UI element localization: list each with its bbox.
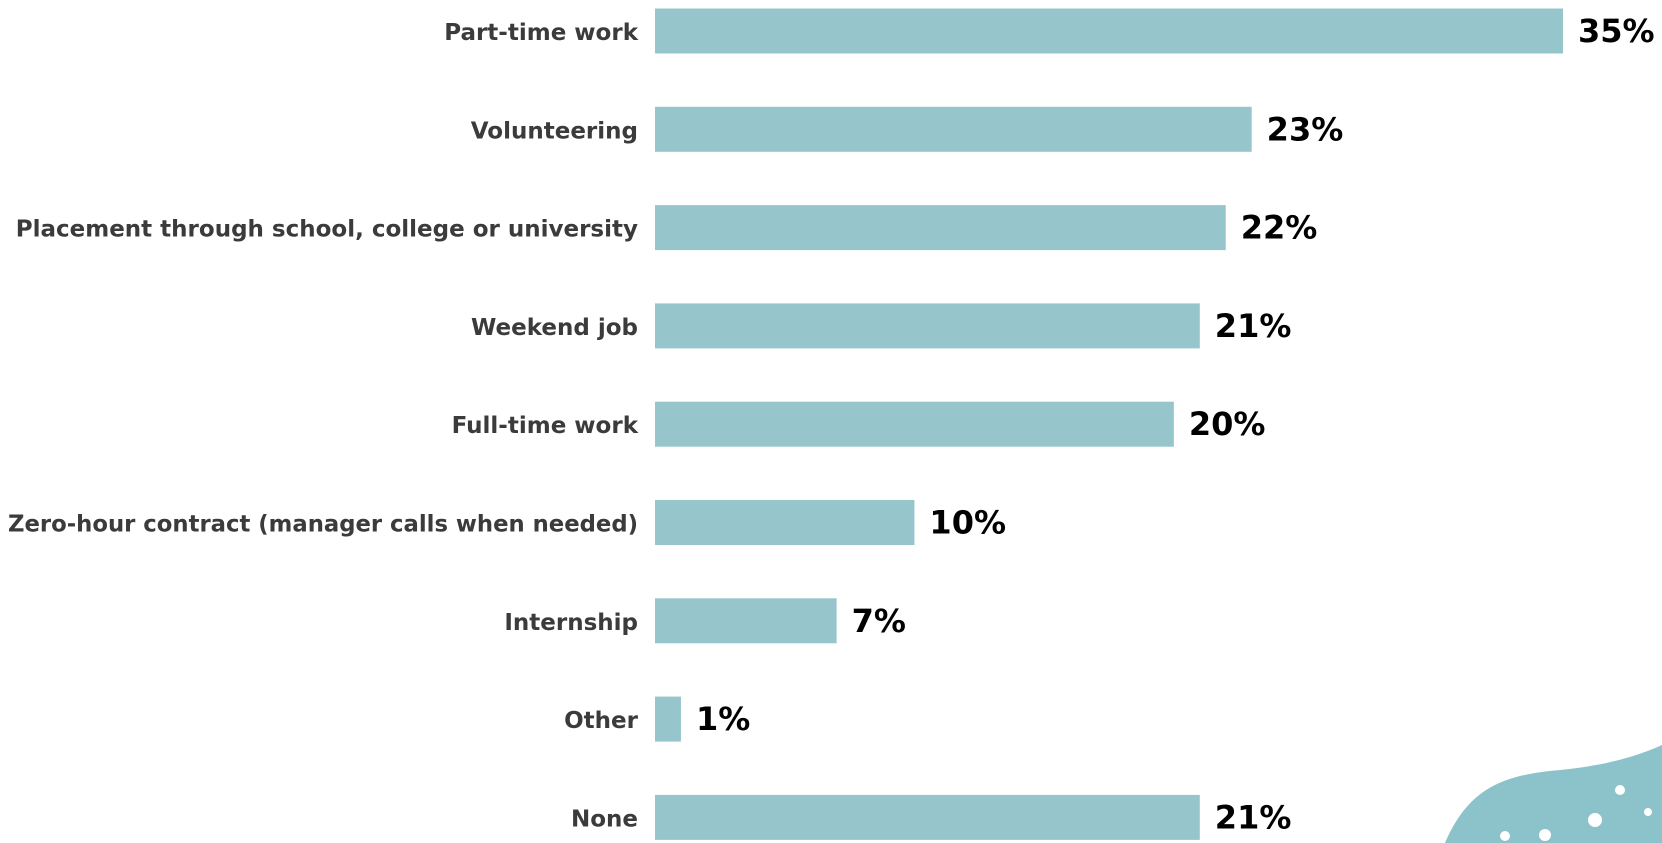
decoration-dot [1644, 808, 1652, 816]
value-label: 7% [852, 602, 906, 640]
value-label: 22% [1241, 209, 1318, 247]
decoration-dot [1539, 829, 1551, 841]
value-labels: 35% 23% 22% 21% 20% 10% 7% 1% 21% [696, 12, 1655, 836]
bar [655, 303, 1200, 349]
category-label: None [571, 806, 638, 832]
category-label: Other [564, 708, 639, 734]
bar [655, 794, 1200, 840]
bar [655, 696, 681, 742]
decoration-dot [1588, 813, 1602, 827]
value-label: 21% [1215, 798, 1292, 836]
bars [655, 8, 1563, 840]
decoration-dot [1500, 831, 1510, 841]
value-label: 21% [1215, 307, 1292, 345]
blob-shape [1445, 745, 1662, 843]
value-label: 10% [929, 504, 1006, 542]
bar [655, 598, 837, 644]
decoration-dot [1615, 785, 1625, 795]
category-label: Volunteering [471, 118, 638, 144]
corner-blob-decoration [1445, 745, 1662, 843]
category-label: Full-time work [452, 413, 639, 439]
bar [655, 401, 1174, 447]
bar [655, 205, 1226, 251]
category-label: Placement through school, college or uni… [16, 217, 638, 243]
category-label: Part-time work [444, 20, 638, 46]
value-label: 20% [1189, 405, 1266, 443]
category-label: Zero-hour contract (manager calls when n… [8, 512, 638, 538]
bar [655, 8, 1563, 54]
category-label: Weekend job [471, 315, 638, 341]
value-label: 35% [1578, 12, 1655, 50]
value-label: 23% [1267, 110, 1344, 148]
value-label: 1% [696, 700, 750, 738]
category-label: Internship [504, 610, 638, 636]
bar [655, 500, 915, 545]
category-labels: Part-time work Volunteering Placement thro… [8, 20, 639, 832]
bar [655, 106, 1252, 152]
